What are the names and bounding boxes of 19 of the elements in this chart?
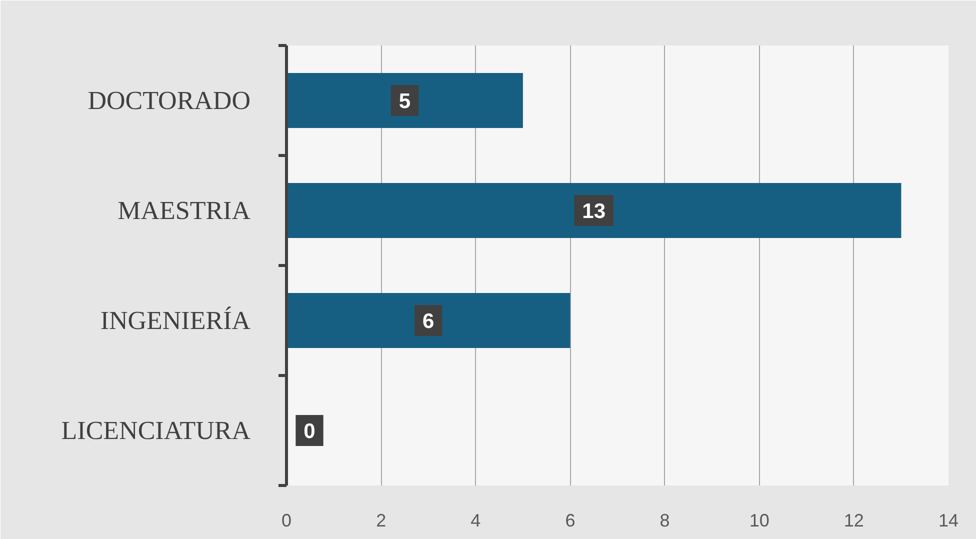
data-label: 0 xyxy=(304,420,316,443)
bar xyxy=(286,183,902,238)
x-tick-label: 14 xyxy=(938,510,959,530)
data-label: 5 xyxy=(398,90,411,113)
data-label: 6 xyxy=(422,310,434,333)
x-tick-label: 2 xyxy=(376,510,386,530)
x-tick-label: 6 xyxy=(565,510,576,530)
x-tick-label: 10 xyxy=(749,510,770,530)
x-tick-label: 0 xyxy=(281,510,292,530)
bar xyxy=(286,293,570,348)
x-tick-label: 4 xyxy=(470,510,481,530)
bar xyxy=(286,73,523,128)
y-tick-label: LICENCIATURA xyxy=(61,416,251,445)
data-label: 13 xyxy=(582,200,606,223)
y-tick-label: DOCTORADO xyxy=(88,86,251,115)
x-tick-label: 12 xyxy=(844,510,864,530)
y-tick-label: MAESTRIA xyxy=(118,196,251,225)
y-tick-label: INGENIERÍA xyxy=(100,306,251,335)
x-tick-label: 8 xyxy=(660,510,670,530)
